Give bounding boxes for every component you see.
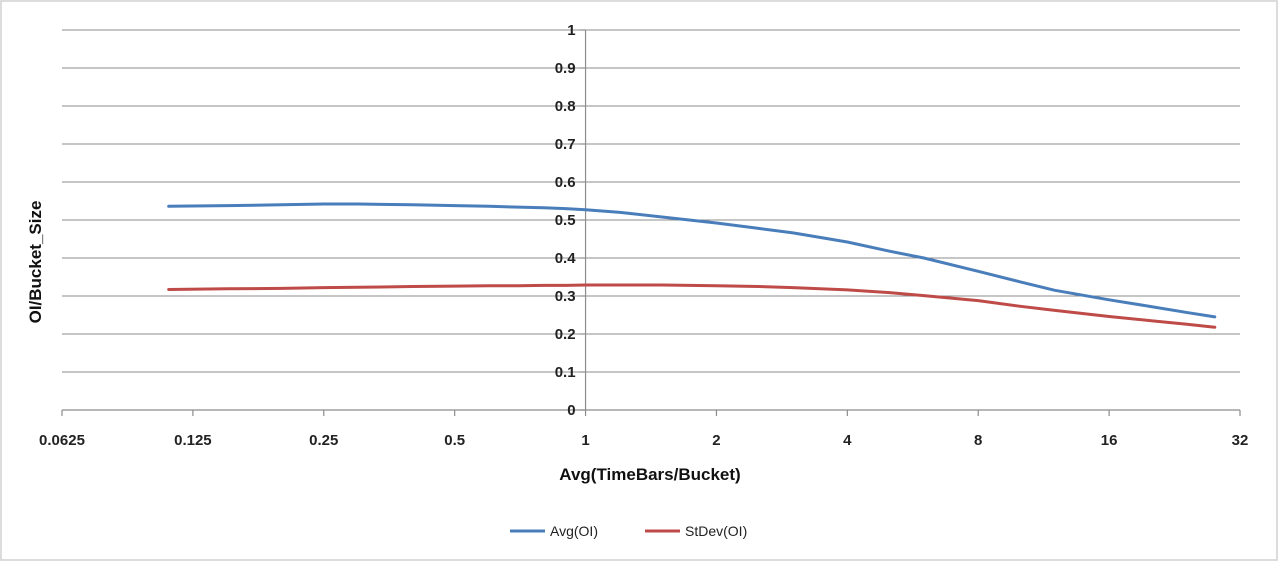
- y-tick-label: 0.8: [555, 98, 576, 115]
- x-tick-label: 0.0625: [39, 432, 85, 449]
- series-line-avg-oi: [167, 202, 1217, 319]
- x-tick-label: 8: [974, 432, 982, 449]
- legend: Avg(OI) StDev(OI): [510, 523, 747, 539]
- legend-label-avg-oi: Avg(OI): [550, 523, 598, 539]
- series-line-stdev-oi: [167, 283, 1217, 329]
- y-tick-label: 0.5: [555, 212, 576, 229]
- y-tick-label: 0.3: [555, 288, 576, 305]
- y-tick-label: 0.7: [555, 136, 576, 153]
- series-lines: [167, 202, 1217, 329]
- y-tick-label: 1: [567, 22, 575, 39]
- axes: [61, 29, 1241, 416]
- y-tick-label: 0.6: [555, 174, 576, 191]
- tick-labels: 0 0.1 0.2 0.3 0.4 0.5 0.6 0.7 0.8 0.9 1 0.0625 0.125…: [39, 22, 1248, 449]
- legend-label-stdev-oi: StDev(OI): [685, 523, 747, 539]
- x-tick-label: 2: [712, 432, 720, 449]
- y-tick-label: 0.9: [555, 60, 576, 77]
- x-tick-label: 1: [581, 432, 589, 449]
- y-tick-label: 0: [567, 402, 575, 419]
- x-axis-title: Avg(TimeBars/Bucket): [559, 465, 740, 484]
- x-tick-label: 32: [1232, 432, 1249, 449]
- x-tick-label: 16: [1101, 432, 1118, 449]
- x-tick-label: 0.125: [174, 432, 212, 449]
- x-tick-label: 0.25: [309, 432, 338, 449]
- y-tick-label: 0.4: [555, 250, 577, 267]
- y-tick-label: 0.1: [555, 364, 576, 381]
- x-tick-label: 4: [843, 432, 852, 449]
- y-tick-label: 0.2: [555, 326, 576, 343]
- y-axis-title: OI/Bucket_Size: [26, 201, 45, 324]
- x-tick-label: 0.5: [444, 432, 465, 449]
- gridlines: [62, 29, 1240, 373]
